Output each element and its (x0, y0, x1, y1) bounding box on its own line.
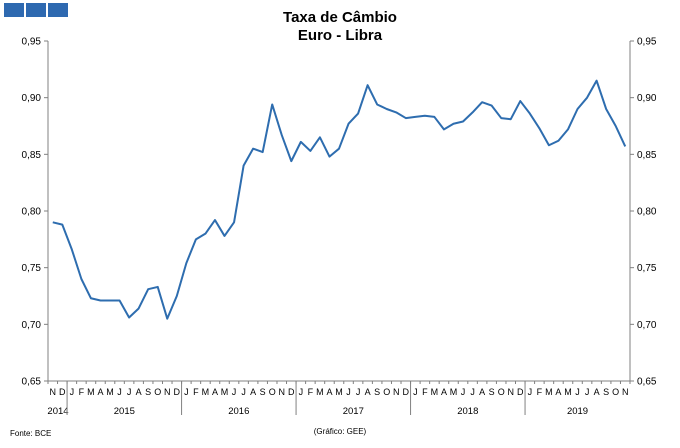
month-label: O (612, 387, 619, 397)
month-label: J (346, 387, 351, 397)
month-label: S (145, 387, 151, 397)
y-tick-label-left: 0,75 (22, 263, 42, 274)
month-label: O (383, 387, 390, 397)
year-label: 2016 (228, 406, 249, 417)
y-tick-label-right: 0,95 (637, 37, 657, 48)
month-label: M (202, 387, 210, 397)
chart-title: Taxa de Câmbio Euro - Libra (0, 9, 680, 45)
month-label: J (461, 387, 466, 397)
month-label: D (403, 387, 410, 397)
month-label: N (164, 387, 171, 397)
month-label: A (97, 387, 103, 397)
month-label: M (545, 387, 553, 397)
month-label: J (127, 387, 132, 397)
y-tick-label-left: 0,70 (22, 320, 42, 331)
y-tick-label-right: 0,85 (637, 150, 657, 161)
year-label: 2018 (457, 406, 478, 417)
month-label: D (517, 387, 524, 397)
y-tick-label-right: 0,80 (637, 207, 657, 218)
y-tick-label-left: 0,90 (22, 93, 42, 104)
y-tick-label-right: 0,90 (637, 93, 657, 104)
month-label: N (393, 387, 400, 397)
month-label: F (422, 387, 428, 397)
logo-block (26, 3, 46, 17)
month-label: N (279, 387, 286, 397)
month-label: M (450, 387, 458, 397)
y-tick-label-right: 0,65 (637, 377, 657, 388)
month-label: S (260, 387, 266, 397)
month-label: A (212, 387, 218, 397)
month-label: A (555, 387, 561, 397)
month-label: O (498, 387, 505, 397)
month-label: M (316, 387, 324, 397)
month-label: A (250, 387, 256, 397)
month-label: S (489, 387, 495, 397)
month-label: M (431, 387, 439, 397)
month-label: F (537, 387, 543, 397)
month-label: J (356, 387, 361, 397)
month-label: N (507, 387, 514, 397)
month-label: M (221, 387, 229, 397)
month-label: J (184, 387, 189, 397)
month-label: A (136, 387, 142, 397)
chart-credit: (Gráfico: GEE) (313, 427, 367, 436)
y-tick-label-left: 0,85 (22, 150, 42, 161)
month-label: D (174, 387, 181, 397)
month-label: F (193, 387, 199, 397)
month-label: J (232, 387, 237, 397)
y-tick-label-right: 0,75 (637, 263, 657, 274)
logo (4, 3, 68, 17)
y-tick-label-right: 0,70 (637, 320, 657, 331)
month-label: J (528, 387, 533, 397)
month-label: O (154, 387, 161, 397)
logo-block (4, 3, 24, 17)
year-label: 2014 (47, 406, 68, 417)
year-label: 2015 (114, 406, 135, 417)
month-label: M (87, 387, 95, 397)
month-label: J (585, 387, 590, 397)
month-label: J (575, 387, 580, 397)
month-label: A (365, 387, 371, 397)
month-label: F (79, 387, 85, 397)
month-label: J (117, 387, 122, 397)
month-label: M (564, 387, 572, 397)
month-label: A (326, 387, 332, 397)
series-line (52, 79, 627, 320)
chart-title-line1: Taxa de Câmbio (283, 9, 397, 26)
month-label: O (269, 387, 276, 397)
logo-block (48, 3, 68, 17)
y-tick-label-left: 0,80 (22, 207, 42, 218)
month-label: J (241, 387, 246, 397)
month-label: J (413, 387, 418, 397)
month-label: A (441, 387, 447, 397)
month-label: A (594, 387, 600, 397)
month-label: N (50, 387, 57, 397)
month-label: F (308, 387, 314, 397)
year-label: 2019 (567, 406, 588, 417)
month-label: A (479, 387, 485, 397)
month-label: M (106, 387, 114, 397)
month-label: S (603, 387, 609, 397)
month-label: S (374, 387, 380, 397)
y-tick-label-left: 0,65 (22, 377, 42, 388)
y-tick-label-left: 0,95 (22, 37, 42, 48)
month-label: J (470, 387, 475, 397)
month-label: D (59, 387, 66, 397)
year-label: 2017 (343, 406, 364, 417)
month-label: J (299, 387, 304, 397)
source-note: Fonte: BCE (10, 429, 52, 438)
month-label: N (622, 387, 629, 397)
month-label: M (335, 387, 343, 397)
chart-title-line2: Euro - Libra (297, 27, 383, 44)
month-label: D (288, 387, 295, 397)
month-label: J (70, 387, 75, 397)
